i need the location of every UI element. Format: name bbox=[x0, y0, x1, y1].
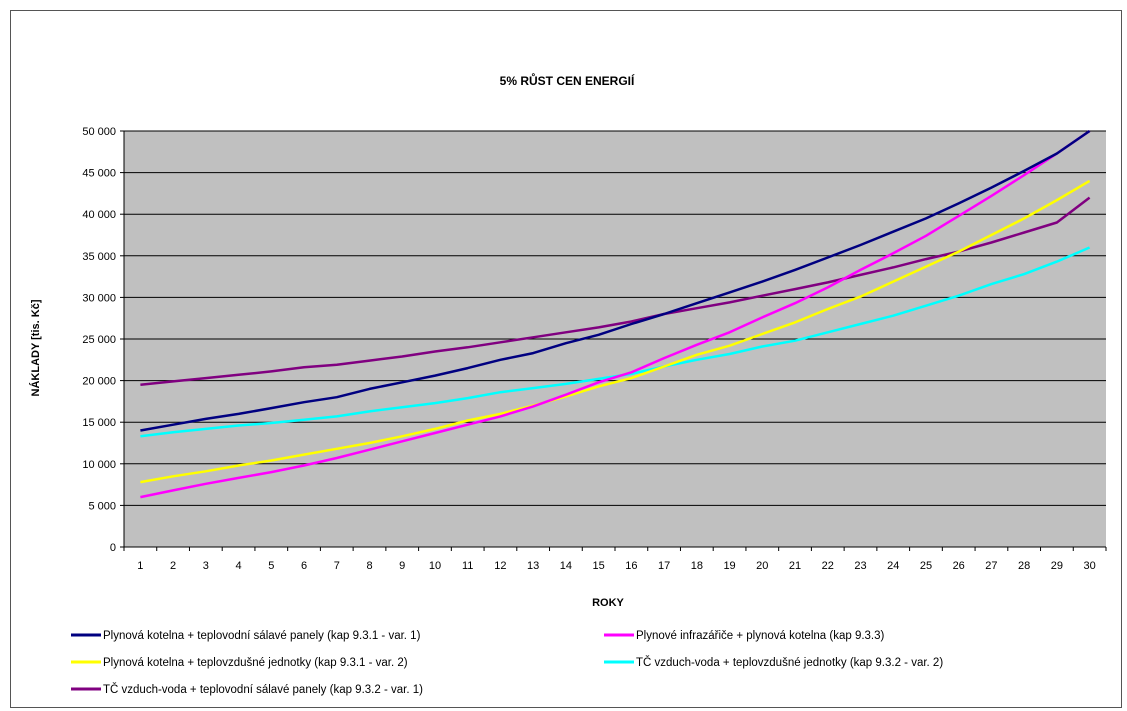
series-line bbox=[140, 129, 1091, 432]
x-tick-label: 13 bbox=[527, 560, 539, 572]
y-tick-label: 45 000 bbox=[82, 168, 116, 180]
x-tick-label: 9 bbox=[399, 560, 405, 572]
x-tick-label: 10 bbox=[429, 560, 441, 572]
y-tick-label: 15 000 bbox=[82, 417, 116, 429]
legend-label: TČ vzduch-voda + teplovodní sálavé panel… bbox=[103, 683, 423, 696]
x-tick-label: 16 bbox=[625, 560, 637, 572]
legend-label: Plynová kotelna + teplovodní sálavé pane… bbox=[103, 630, 421, 642]
y-tick-label: 35 000 bbox=[82, 251, 116, 263]
x-tick-label: 23 bbox=[854, 560, 866, 572]
x-tick-label: 27 bbox=[985, 560, 997, 572]
legend-label: Plynová kotelna + teplovzdušné jednotky … bbox=[103, 657, 408, 669]
x-tick-label: 21 bbox=[789, 560, 801, 572]
series-line bbox=[140, 129, 1091, 499]
y-tick-label: 0 bbox=[110, 542, 116, 554]
x-tick-label: 19 bbox=[723, 560, 735, 572]
x-tick-label: 29 bbox=[1051, 560, 1063, 572]
axes bbox=[120, 130, 1107, 551]
y-tick-label: 50 000 bbox=[82, 126, 116, 138]
chart-title: 5% RŮST CEN ENERGIÍ bbox=[500, 72, 635, 88]
series-lines bbox=[140, 129, 1091, 499]
x-tick-label: 4 bbox=[236, 560, 242, 572]
x-tick-label: 8 bbox=[366, 560, 372, 572]
x-tick-label: 3 bbox=[203, 560, 209, 572]
y-axis-title: NÁKLADY [tis. Kč] bbox=[29, 299, 42, 396]
x-tick-label: 22 bbox=[822, 560, 834, 572]
x-tick-label: 1 bbox=[137, 560, 143, 572]
x-tick-label: 20 bbox=[756, 560, 768, 572]
x-tick-label: 30 bbox=[1084, 560, 1096, 572]
x-tick-label: 17 bbox=[658, 560, 670, 572]
x-tick-label: 24 bbox=[887, 560, 899, 572]
y-tick-label: 10 000 bbox=[82, 459, 116, 471]
x-tick-label: 7 bbox=[334, 560, 340, 572]
x-tick-label: 25 bbox=[920, 560, 932, 572]
legend-label: TČ vzduch-voda + teplovzdušné jednotky (… bbox=[636, 656, 943, 669]
x-tick-label: 11 bbox=[462, 560, 473, 572]
series-line bbox=[140, 196, 1091, 387]
legend-label: Plynové infrazářiče + plynová kotelna (k… bbox=[636, 630, 885, 642]
x-tick-label: 18 bbox=[691, 560, 703, 572]
legend: Plynová kotelna + teplovodní sálavé pane… bbox=[71, 630, 943, 696]
y-tick-label: 20 000 bbox=[82, 376, 116, 388]
y-tick-labels: 0 5 000 10 000 15 000 20 000 25 000 30 000 35 0… bbox=[82, 126, 116, 554]
x-tick-label: 12 bbox=[494, 560, 506, 572]
x-tick-label: 28 bbox=[1018, 560, 1030, 572]
x-axis-title: ROKY bbox=[592, 597, 624, 609]
x-tick-label: 15 bbox=[593, 560, 605, 572]
x-tick-label: 2 bbox=[170, 560, 176, 572]
x-tick-label: 6 bbox=[301, 560, 307, 572]
x-tick-label: 14 bbox=[560, 560, 572, 572]
x-tick-labels: 1 2 3 4 5 6 7 8 9 10 11 12 13 14 15 16 17 18 19 20 21 22 23 24 2… bbox=[137, 560, 1095, 572]
y-tick-label: 5 000 bbox=[88, 500, 116, 512]
y-tick-label: 30 000 bbox=[82, 292, 116, 304]
x-tick-label: 26 bbox=[953, 560, 965, 572]
y-tick-label: 25 000 bbox=[82, 334, 116, 346]
x-tick-label: 5 bbox=[268, 560, 274, 572]
y-tick-label: 40 000 bbox=[82, 209, 116, 221]
series-line bbox=[140, 179, 1091, 484]
